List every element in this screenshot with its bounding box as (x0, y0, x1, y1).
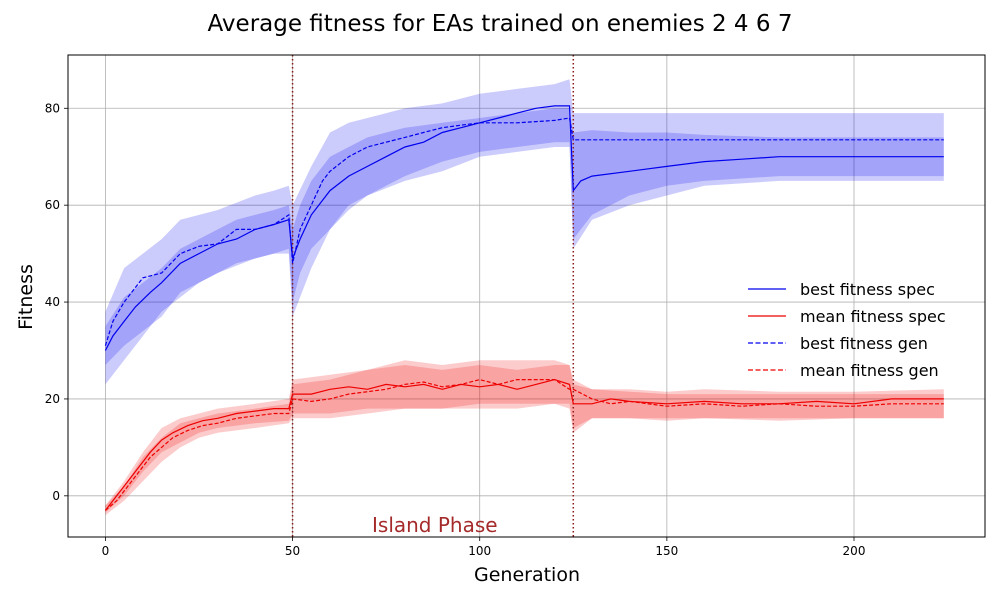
x-tick-label: 150 (655, 544, 678, 558)
legend-label: mean fitness spec (800, 307, 946, 326)
x-tick-label: 200 (843, 544, 866, 558)
legend-label: mean fitness gen (800, 361, 939, 380)
plot-area-frame (67, 54, 986, 538)
line-mean-fitness-spec (104, 378, 944, 511)
y-axis-label: Fitness (15, 264, 37, 330)
confidence-bands (105, 79, 944, 516)
series-lines (104, 105, 944, 511)
y-tick-label: 40 (45, 295, 60, 309)
phase-markers (291, 55, 575, 537)
x-axis-label: Generation (474, 564, 580, 586)
x-tick-label: 50 (285, 544, 300, 558)
line-best-fitness-spec (104, 105, 944, 351)
band-mean-fitness-spec (105, 365, 944, 513)
legend: best fitness spec mean fitness spec best f… (748, 280, 946, 380)
x-tick-label: 0 (102, 544, 110, 558)
y-tick-label: 0 (52, 489, 60, 503)
band-mean-fitness-gen (105, 360, 944, 516)
line-mean-fitness-gen (105, 378, 944, 511)
chart-title: Average fitness for EAs trained on enemi… (208, 11, 793, 37)
y-tick-label: 20 (45, 392, 60, 406)
island-phase-annotation: Island Phase (372, 513, 498, 537)
legend-label: best fitness gen (800, 334, 928, 353)
band-best-fitness-gen (105, 79, 944, 385)
band-best-fitness-spec (105, 108, 944, 366)
legend-label: best fitness spec (800, 280, 935, 299)
y-tick-label: 80 (45, 101, 60, 115)
y-tick-label: 60 (45, 198, 60, 212)
x-tick-label: 100 (468, 544, 491, 558)
grid-lines (68, 55, 985, 537)
line-best-fitness-gen (104, 117, 944, 346)
axis-ticks: 0 50 100 150 200 0 20 40 60 80 (45, 101, 866, 558)
